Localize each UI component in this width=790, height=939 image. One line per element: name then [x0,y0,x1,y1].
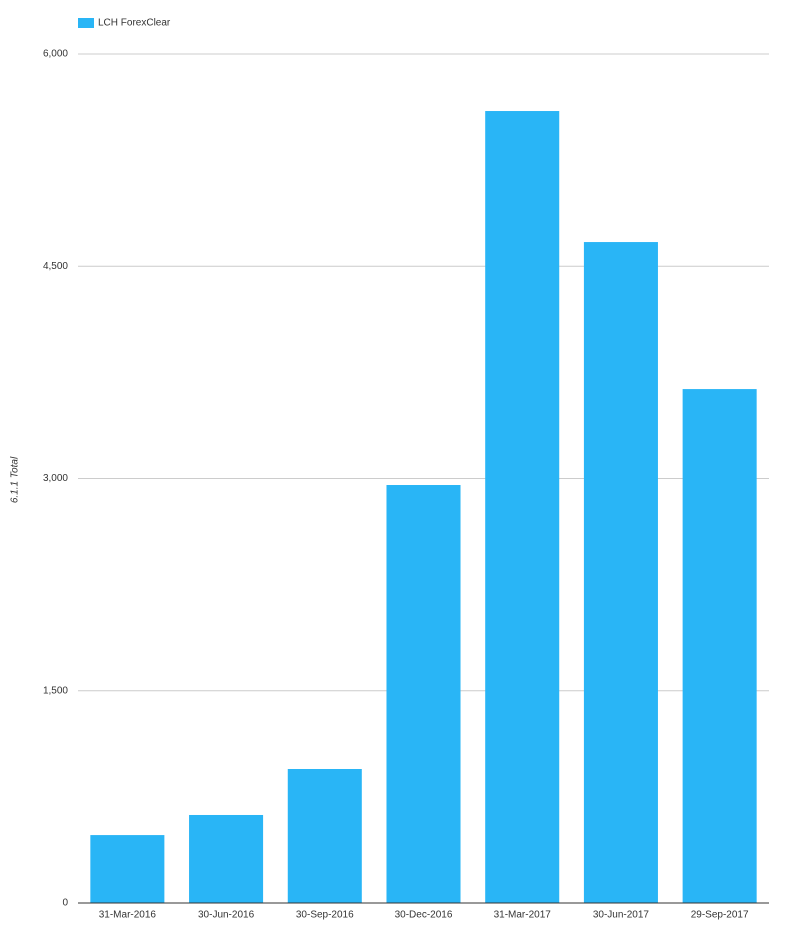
x-tick-label: 30-Jun-2016 [198,910,255,921]
bar [287,768,362,903]
y-tick-label: 0 [62,898,68,909]
y-axis-label: 6.1.1 Total [10,456,21,503]
bar [682,389,757,903]
bar [189,814,264,903]
x-tick-label: 31-Mar-2016 [99,910,157,921]
y-tick-label: 1,500 [43,685,68,696]
y-tick-label: 6,000 [43,49,68,60]
bar [90,835,165,903]
y-tick-label: 4,500 [43,261,68,272]
legend-label: LCH ForexClear [98,18,171,29]
bar [485,111,560,904]
y-tick-label: 3,000 [43,473,68,484]
x-tick-label: 30-Sep-2016 [296,910,354,921]
x-tick-label: 30-Jun-2017 [593,910,650,921]
x-tick-label: 29-Sep-2017 [691,910,749,921]
legend-swatch [78,18,94,28]
x-tick-label: 31-Mar-2017 [494,910,552,921]
x-tick-label: 30-Dec-2016 [395,910,453,921]
bar [386,485,461,903]
bar [583,242,658,904]
